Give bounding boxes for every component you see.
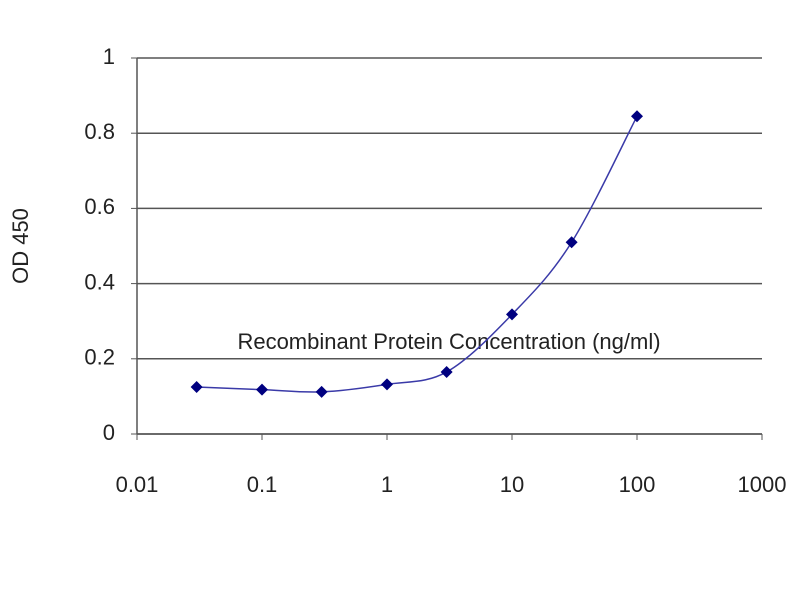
marker — [440, 365, 453, 378]
marker — [256, 383, 268, 396]
x-tick-label: 100 — [619, 472, 656, 497]
y-tick-label: 1 — [103, 44, 115, 69]
y-tick-label: 0.8 — [84, 119, 115, 144]
x-tick-label: 0.01 — [116, 472, 159, 497]
x-axis-label: Recombinant Protein Concentration (ng/ml… — [237, 329, 660, 354]
y-tick-label: 0.4 — [84, 269, 115, 294]
y-tick-label: 0.6 — [84, 194, 115, 219]
y-tick-label: 0.2 — [84, 345, 115, 370]
marker — [190, 381, 203, 393]
x-tick-label: 1 — [381, 472, 393, 497]
y-tick-label: 0 — [103, 420, 115, 445]
x-tick-label: 1000 — [738, 472, 787, 497]
y-axis-label: OD 450 — [8, 208, 33, 284]
marker — [506, 308, 518, 321]
marker — [315, 385, 328, 398]
x-tick-label: 10 — [500, 472, 524, 497]
marker — [381, 378, 393, 391]
marker — [565, 236, 578, 249]
marker — [631, 110, 643, 123]
x-tick-label: 0.1 — [247, 472, 278, 497]
